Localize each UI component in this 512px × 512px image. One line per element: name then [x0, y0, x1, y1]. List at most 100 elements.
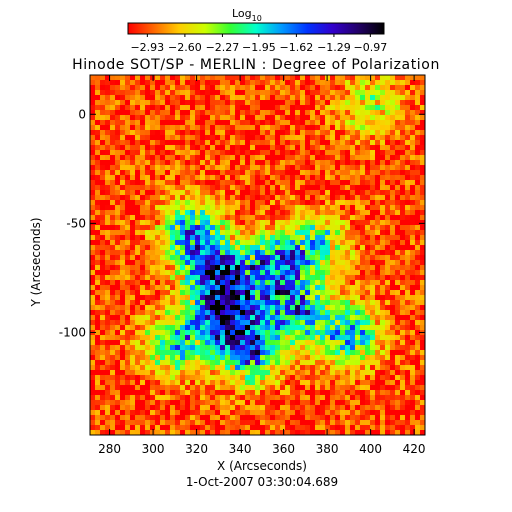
heatmap-cell [375, 345, 380, 350]
heatmap-cell [205, 125, 210, 130]
heatmap-cell [305, 380, 310, 385]
heatmap-cell [340, 125, 345, 130]
heatmap-cell [315, 235, 320, 240]
heatmap-cell [250, 300, 255, 305]
heatmap-cell [270, 260, 275, 265]
heatmap-cell [340, 390, 345, 395]
heatmap-cell [130, 340, 135, 345]
heatmap-cell [250, 365, 255, 370]
heatmap-cell [235, 305, 240, 310]
heatmap-cell [360, 190, 365, 195]
heatmap-cell [205, 265, 210, 270]
heatmap-cell [380, 380, 385, 385]
heatmap-cell [215, 375, 220, 380]
heatmap-cell [215, 290, 220, 295]
heatmap-cell [135, 80, 140, 85]
heatmap-cell [355, 155, 360, 160]
heatmap-cell [180, 290, 185, 295]
heatmap-cell [300, 95, 305, 100]
heatmap-cell [265, 370, 270, 375]
heatmap-cell [215, 310, 220, 315]
heatmap-cell [305, 175, 310, 180]
heatmap-cell [195, 135, 200, 140]
heatmap-cell [140, 280, 145, 285]
heatmap-cell [295, 370, 300, 375]
heatmap-cell [345, 145, 350, 150]
heatmap-cell [415, 220, 420, 225]
heatmap-cell [330, 105, 335, 110]
heatmap-cell [270, 430, 275, 435]
heatmap-cell [185, 185, 190, 190]
heatmap-cell [130, 90, 135, 95]
heatmap-cell [105, 350, 110, 355]
heatmap-cell [295, 430, 300, 435]
heatmap-cell [110, 330, 115, 335]
heatmap-cell [255, 85, 260, 90]
heatmap-cell [315, 75, 320, 80]
heatmap-cell [365, 390, 370, 395]
heatmap-cell [110, 110, 115, 115]
heatmap-cell [420, 150, 425, 155]
heatmap-cell [330, 205, 335, 210]
heatmap-cell [335, 365, 340, 370]
heatmap-cell [225, 190, 230, 195]
heatmap-cell [235, 170, 240, 175]
heatmap-cell [105, 240, 110, 245]
heatmap-cell [180, 390, 185, 395]
heatmap-cell [390, 255, 395, 260]
heatmap-cell [230, 180, 235, 185]
heatmap-cell [145, 140, 150, 145]
heatmap-cell [375, 240, 380, 245]
heatmap-cell [235, 290, 240, 295]
heatmap-cell [125, 195, 130, 200]
heatmap-cell [125, 250, 130, 255]
heatmap-cell [395, 230, 400, 235]
heatmap-cell [125, 345, 130, 350]
heatmap-cell [410, 285, 415, 290]
heatmap-cell [340, 270, 345, 275]
heatmap-cell [145, 145, 150, 150]
heatmap-cell [125, 95, 130, 100]
heatmap-cell [250, 145, 255, 150]
heatmap-cell [155, 350, 160, 355]
heatmap-cell [260, 390, 265, 395]
heatmap-cell [370, 310, 375, 315]
heatmap-cell [150, 250, 155, 255]
heatmap-cell [195, 290, 200, 295]
heatmap-cell [300, 425, 305, 430]
heatmap-cell [360, 365, 365, 370]
heatmap-cell [120, 185, 125, 190]
heatmap-cell [390, 195, 395, 200]
heatmap-cell [320, 90, 325, 95]
heatmap-cell [340, 420, 345, 425]
heatmap-cell [115, 220, 120, 225]
colorbar-tick-label: −1.62 [280, 41, 314, 54]
heatmap-cell [285, 230, 290, 235]
heatmap-cell [130, 410, 135, 415]
heatmap-cell [285, 390, 290, 395]
heatmap-cell [165, 215, 170, 220]
heatmap-cell [140, 265, 145, 270]
heatmap-cell [325, 420, 330, 425]
heatmap-cell [170, 115, 175, 120]
heatmap-cell [410, 110, 415, 115]
heatmap-cell [220, 355, 225, 360]
heatmap-cell [145, 325, 150, 330]
heatmap-cell [385, 345, 390, 350]
heatmap-cell [170, 355, 175, 360]
heatmap-cell [200, 170, 205, 175]
heatmap-cell [295, 410, 300, 415]
heatmap-cell [115, 320, 120, 325]
heatmap-cell [150, 365, 155, 370]
heatmap-cell [220, 240, 225, 245]
heatmap-cell [385, 95, 390, 100]
heatmap-cell [230, 250, 235, 255]
heatmap-cell [125, 215, 130, 220]
heatmap-cell [230, 265, 235, 270]
heatmap-cell [180, 150, 185, 155]
heatmap-cell [90, 300, 95, 305]
heatmap-cell [245, 320, 250, 325]
heatmap-cell [210, 270, 215, 275]
heatmap-cell [95, 250, 100, 255]
heatmap-cell [405, 355, 410, 360]
